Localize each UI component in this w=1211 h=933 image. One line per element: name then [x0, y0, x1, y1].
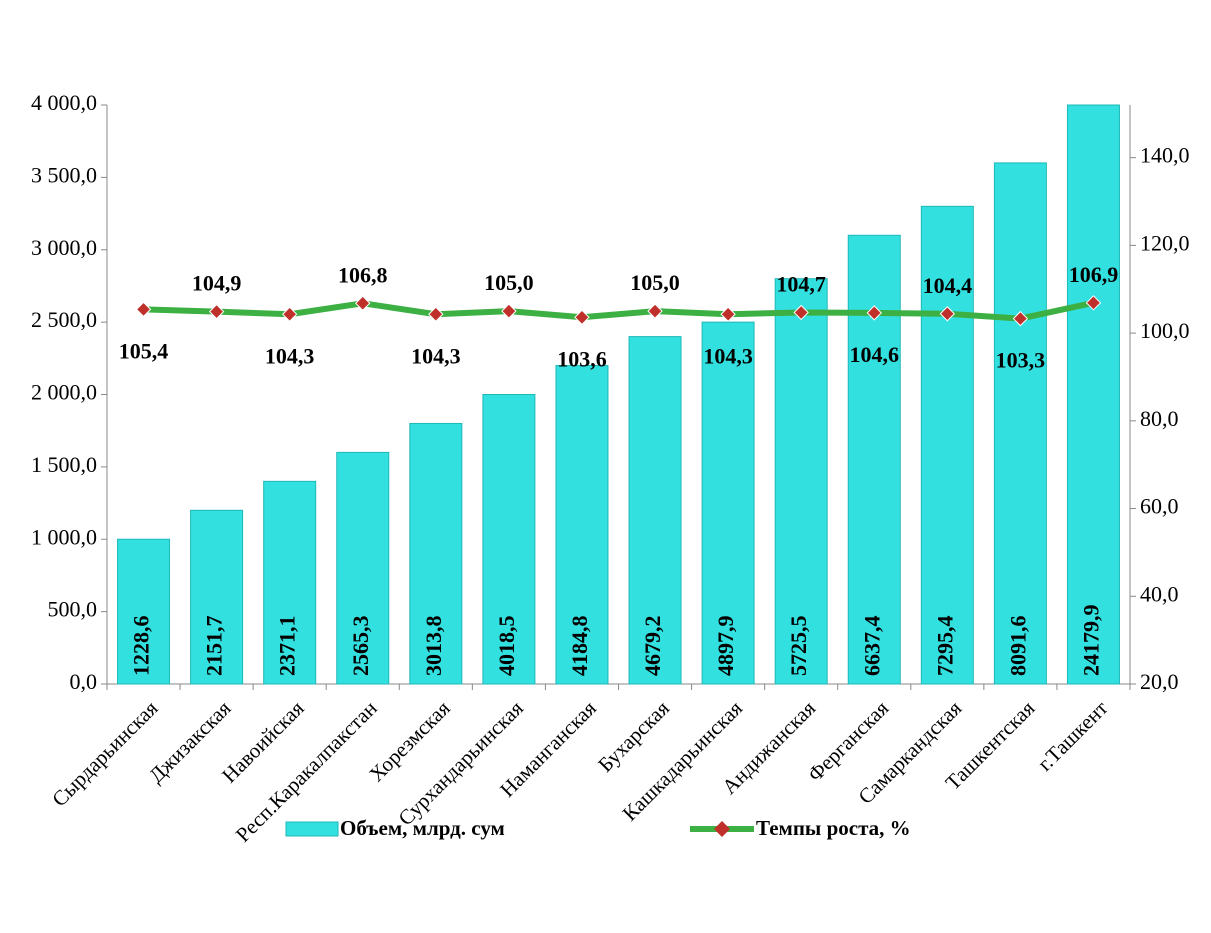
- bar: [263, 480, 317, 685]
- bar: [190, 509, 244, 685]
- bar: [993, 162, 1047, 685]
- data-label: 103,3: [996, 348, 1046, 373]
- y2-tick-label: 80,0: [1140, 406, 1179, 431]
- data-label: 105,0: [630, 270, 680, 295]
- bar-annotation: 1228,6: [129, 616, 154, 677]
- data-label: 104,3: [265, 343, 315, 368]
- bar: [482, 394, 536, 685]
- y-tick-label: 2 000,0: [31, 380, 97, 405]
- marker: [939, 306, 956, 322]
- y2-tick-label: 20,0: [1140, 669, 1179, 694]
- y-tick-label: 1 000,0: [31, 524, 97, 549]
- data-label: 105,0: [484, 270, 534, 295]
- marker: [1012, 310, 1029, 327]
- bar: [628, 336, 682, 685]
- y-tick-label: 0,0: [70, 669, 98, 694]
- marker: [135, 301, 152, 318]
- bar: [1066, 104, 1120, 685]
- bar-annotation: 2565,3: [348, 616, 373, 677]
- bar: [920, 205, 974, 685]
- data-label: 104,3: [411, 343, 461, 368]
- y-tick-label: 500,0: [48, 597, 98, 622]
- bar-annotation: 5725,5: [786, 616, 811, 677]
- legend-label: Темпы роста, %: [756, 816, 911, 840]
- marker: [208, 303, 225, 320]
- bar-annotation: 2151,7: [202, 616, 227, 677]
- bar-annotation: 2371,1: [275, 616, 300, 677]
- y2-tick-label: 60,0: [1140, 494, 1179, 519]
- y2-tick-label: 100,0: [1140, 318, 1190, 343]
- data-label: 104,7: [776, 272, 826, 297]
- bar: [336, 451, 390, 685]
- bar: [117, 538, 171, 685]
- x-tick-label: Сырдарьинская: [47, 696, 163, 812]
- data-label: 104,9: [192, 271, 242, 296]
- y-tick-label: 3 000,0: [31, 235, 97, 260]
- marker: [428, 306, 444, 322]
- data-label: 105,4: [119, 338, 169, 363]
- data-label: 106,9: [1069, 262, 1119, 287]
- data-label: 104,4: [923, 273, 973, 298]
- y-tick-label: 2 500,0: [31, 307, 97, 332]
- data-label: 103,6: [557, 346, 607, 371]
- y2-tick-label: 40,0: [1140, 581, 1179, 606]
- marker: [574, 309, 590, 326]
- y2-tick-label: 120,0: [1140, 230, 1190, 255]
- legend-marker: [714, 821, 730, 837]
- marker: [501, 303, 517, 319]
- bar: [409, 422, 463, 685]
- bar-annotation: 4184,8: [567, 616, 592, 677]
- bar-annotation: 4897,9: [713, 616, 738, 677]
- marker: [866, 305, 882, 321]
- bar-annotation: 4679,2: [640, 616, 665, 677]
- marker: [1085, 295, 1102, 311]
- data-label: 106,8: [338, 262, 388, 287]
- marker: [281, 306, 298, 322]
- bar: [701, 321, 755, 685]
- y2-tick-label: 140,0: [1140, 143, 1190, 168]
- legend-label: Объем, млрд. сум: [340, 816, 505, 840]
- legend-swatch: [285, 821, 339, 837]
- bar-annotation: 3013,8: [421, 616, 446, 677]
- y-tick-label: 4 000,0: [31, 90, 97, 115]
- bar: [555, 365, 609, 685]
- line: [143, 299, 1095, 322]
- bar-annotation: 6637,4: [859, 616, 884, 677]
- x-tick-label: г.Ташкент: [1033, 696, 1113, 776]
- data-label: 104,6: [850, 342, 900, 367]
- bar-annotation: 8091,6: [1005, 616, 1030, 677]
- bar: [774, 278, 828, 685]
- bar-annotation: 7295,4: [932, 616, 957, 677]
- bar-annotation: 4018,5: [494, 616, 519, 677]
- bar-annotation: 24179,9: [1079, 605, 1104, 677]
- marker: [647, 303, 663, 319]
- marker: [720, 306, 736, 322]
- marker: [793, 304, 809, 321]
- x-tick-label: Сурхандарьинская: [393, 696, 528, 831]
- y-tick-label: 1 500,0: [31, 452, 97, 477]
- y-tick-label: 3 500,0: [31, 162, 97, 187]
- data-label: 104,3: [703, 343, 753, 368]
- marker: [355, 295, 371, 311]
